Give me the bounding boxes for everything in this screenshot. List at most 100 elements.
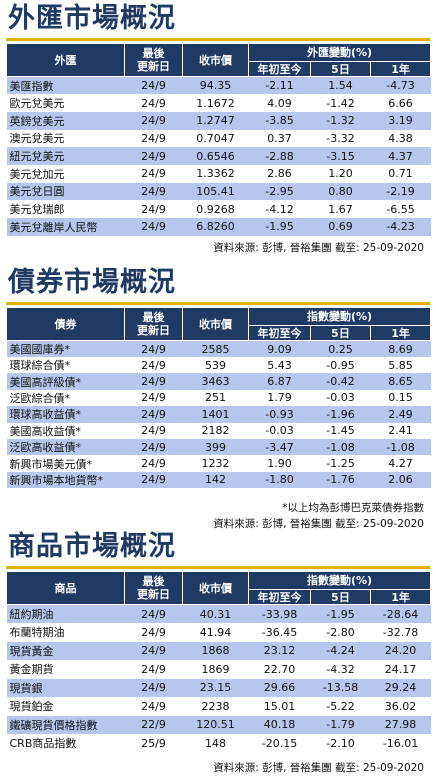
table-row: 泛歐綜合債* 24/9 251 1.79 -0.03 0.15 xyxy=(6,389,431,407)
row-5d: -1.32 xyxy=(310,111,371,130)
row-1y: 29.24 xyxy=(370,678,431,697)
fx-title: 外匯市場概況 xyxy=(8,3,176,34)
row-close: 120.51 xyxy=(182,715,249,734)
row-1y: 8.69 xyxy=(370,340,431,357)
row-close: 1869 xyxy=(182,660,249,679)
row-last-update: 24/9 xyxy=(124,471,183,489)
row-name: 現貨黃金 xyxy=(6,641,125,660)
fx-title-underline xyxy=(6,38,430,41)
table-row: 泛歐高收益債* 24/9 399 -3.47 -1.08 -1.08 xyxy=(6,438,431,456)
row-5d: 0.80 xyxy=(310,182,371,201)
fx-table: 外匯 最後 更新日 收市價 外匯變動(%) 年初至今 5日 1年 美匯指數 24/9 94.35 -2… xyxy=(6,43,432,236)
bonds-title: 債券市場概況 xyxy=(8,267,176,298)
row-close: 41.94 xyxy=(182,623,249,642)
row-5d: -1.95 xyxy=(310,604,371,623)
row-name: 紐約期油 xyxy=(6,604,125,623)
row-ytd: 2.86 xyxy=(248,164,311,183)
row-close: 23.15 xyxy=(182,678,249,697)
row-close: 399 xyxy=(182,438,249,456)
row-name: 英鎊兌美元 xyxy=(6,111,125,130)
row-ytd: 15.01 xyxy=(248,697,311,716)
row-close: 2238 xyxy=(182,697,249,716)
row-name: 美元兌日圓 xyxy=(6,182,125,201)
table-row: 美元兌加元 24/9 1.3362 2.86 1.20 0.71 xyxy=(6,164,431,183)
row-ytd: -20.15 xyxy=(248,734,311,753)
row-1y: -6.55 xyxy=(370,200,431,218)
row-last-update: 24/9 xyxy=(124,641,183,660)
table-row: 新興市場美元債* 24/9 1232 1.90 -1.25 4.27 xyxy=(6,455,431,472)
table-row: 美國高評級債* 24/9 3463 6.87 -0.42 8.65 xyxy=(6,373,431,390)
row-5d: 1.54 xyxy=(310,76,371,95)
row-1y: -1.08 xyxy=(370,438,431,456)
commodities-title: 商品市場概況 xyxy=(8,531,176,562)
row-name: 澳元兌美元 xyxy=(6,129,125,148)
row-last-update: 24/9 xyxy=(124,111,183,130)
row-1y: 4.27 xyxy=(370,455,431,472)
row-5d: -1.45 xyxy=(310,422,371,439)
header-last-update: 最後 更新日 xyxy=(124,43,183,77)
bonds-note: *以上均為彭博巴克萊債券指數 xyxy=(282,502,424,514)
table-row: 新興市場本地貨幣* 24/9 142 -1.80 -1.76 2.06 xyxy=(6,471,431,489)
row-name: 美元兌離岸人民幣 xyxy=(6,218,125,236)
row-last-update: 24/9 xyxy=(124,357,183,374)
row-ytd: 5.43 xyxy=(248,357,311,374)
row-1y: 24.17 xyxy=(370,660,431,679)
table-row: 環球綜合債* 24/9 539 5.43 -0.95 5.85 xyxy=(6,357,431,374)
header-1y: 1年 xyxy=(369,589,432,605)
row-last-update: 24/9 xyxy=(124,660,183,679)
row-5d: -1.76 xyxy=(310,471,371,489)
row-ytd: -1.80 xyxy=(248,471,311,489)
row-last-update: 24/9 xyxy=(124,94,183,112)
row-last-update: 24/9 xyxy=(124,422,183,439)
header-change: 指數變動(%) xyxy=(247,571,432,590)
row-ytd: 29.66 xyxy=(248,678,311,697)
row-5d: 0.25 xyxy=(310,340,371,357)
row-last-update: 24/9 xyxy=(124,455,183,472)
row-last-update: 24/9 xyxy=(124,129,183,148)
row-5d: -3.32 xyxy=(310,129,371,148)
row-5d: -3.15 xyxy=(310,147,371,165)
header-1y: 1年 xyxy=(369,61,432,77)
row-name: 鐵礦現貨價格指數 xyxy=(6,715,125,734)
table-row: 美元兌瑞郎 24/9 0.9268 -4.12 1.67 -6.55 xyxy=(6,200,431,218)
row-name: 泛歐綜合債* xyxy=(6,389,125,407)
row-ytd: -33.98 xyxy=(248,604,311,623)
row-last-update: 24/9 xyxy=(124,438,183,456)
row-1y: 4.38 xyxy=(370,129,431,148)
row-ytd: 0.37 xyxy=(248,129,311,148)
row-5d: -13.58 xyxy=(310,678,371,697)
row-name: 環球綜合債* xyxy=(6,357,125,374)
row-5d: -1.25 xyxy=(310,455,371,472)
row-5d: -4.32 xyxy=(310,660,371,679)
table-row: 歐元兌美元 24/9 1.1672 4.09 -1.42 6.66 xyxy=(6,94,431,112)
row-last-update: 24/9 xyxy=(124,678,183,697)
row-1y: 8.65 xyxy=(370,373,431,390)
row-ytd: 23.12 xyxy=(248,641,311,660)
header-close: 收市價 xyxy=(182,43,249,77)
row-close: 251 xyxy=(182,389,249,407)
row-last-update: 24/9 xyxy=(124,373,183,390)
row-1y: 4.37 xyxy=(370,147,431,165)
table-row: 紐元兌美元 24/9 0.6546 -2.88 -3.15 4.37 xyxy=(6,147,431,165)
table-row: 鐵礦現貨價格指數 22/9 120.51 40.18 -1.79 27.98 xyxy=(6,715,431,734)
row-name: 美國高評級債* xyxy=(6,373,125,390)
row-close: 1868 xyxy=(182,641,249,660)
row-close: 1401 xyxy=(182,406,249,423)
row-1y: -4.73 xyxy=(370,76,431,95)
row-close: 105.41 xyxy=(182,182,249,201)
row-1y: 2.41 xyxy=(370,422,431,439)
bonds-source: 資料來源: 彭博, 晉裕集團 截至: 25-09-2020 xyxy=(213,518,424,530)
row-ytd: 6.87 xyxy=(248,373,311,390)
row-close: 6.8260 xyxy=(182,218,249,236)
header-close: 收市價 xyxy=(182,571,249,605)
row-1y: 2.49 xyxy=(370,406,431,423)
row-name: 美國高收益債* xyxy=(6,422,125,439)
row-last-update: 24/9 xyxy=(124,406,183,423)
row-ytd: 40.18 xyxy=(248,715,311,734)
row-last-update: 25/9 xyxy=(124,734,183,753)
row-close: 539 xyxy=(182,357,249,374)
row-ytd: 1.90 xyxy=(248,455,311,472)
row-5d: -0.42 xyxy=(310,373,371,390)
table-row: 黃金期貨 24/9 1869 22.70 -4.32 24.17 xyxy=(6,660,431,679)
row-close: 1.2747 xyxy=(182,111,249,130)
